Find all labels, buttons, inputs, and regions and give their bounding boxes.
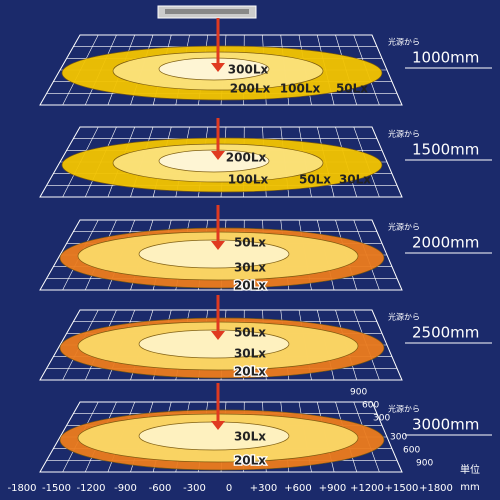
lux-label: 50Lx	[234, 236, 266, 250]
lux-label: 100Lx	[228, 173, 269, 187]
x-axis-label: -1500	[42, 483, 71, 494]
lux-label: 100Lx	[280, 82, 321, 96]
from-label: 光源から	[388, 222, 420, 232]
x-axis-label: -1200	[76, 483, 105, 494]
lux-label: 30Lx	[234, 430, 266, 444]
side-scale-label: 900	[416, 459, 433, 469]
illuminance-zone	[158, 57, 270, 81]
side-scale-label: 900	[350, 388, 367, 398]
x-axis-label: +1500	[385, 483, 419, 494]
distance-label: 1500mm	[412, 141, 479, 159]
lux-label: 30Lx	[234, 347, 266, 361]
unit: mm	[460, 482, 479, 493]
light-arrow-head	[211, 63, 225, 72]
side-scale-label: 300	[373, 414, 390, 424]
lux-label: 200Lx	[230, 82, 271, 96]
lux-label: 200Lx	[226, 151, 267, 165]
x-axis-label: +900	[319, 483, 346, 494]
distance-label: 3000mm	[412, 416, 479, 434]
light-arrow-head	[211, 421, 225, 430]
side-scale-label: 600	[403, 446, 420, 456]
x-axis-label: +1200	[350, 483, 384, 494]
light-arrow-head	[211, 331, 225, 340]
distance-label: 1000mm	[412, 49, 479, 67]
from-label: 光源から	[388, 312, 420, 322]
lux-label: 300Lx	[228, 63, 269, 77]
x-axis-label: +1800	[419, 483, 453, 494]
from-label: 光源から	[388, 129, 420, 139]
light-arrow-head	[211, 151, 225, 160]
lux-label: 30Lx	[234, 261, 266, 275]
illuminance-zone	[158, 149, 270, 173]
from-label: 光源から	[388, 37, 420, 47]
lux-label: 50Lx	[234, 326, 266, 340]
distance-label: 2500mm	[412, 324, 479, 342]
distance-label: 2000mm	[412, 234, 479, 252]
illuminance-zone	[138, 329, 290, 359]
lamp-inner	[165, 9, 249, 14]
lux-label: 30Lx	[339, 173, 371, 187]
lux-label: 20Lx	[234, 279, 266, 293]
side-scale-label: 600	[362, 401, 379, 411]
x-axis-label: -900	[114, 483, 137, 494]
lux-label: 50Lx	[299, 173, 331, 187]
light-arrow-head	[211, 241, 225, 250]
x-axis-label: +600	[284, 483, 311, 494]
x-axis-label: 0	[226, 483, 232, 494]
lux-label: 20Lx	[234, 454, 266, 468]
illuminance-zone	[138, 421, 290, 451]
x-axis-label: -600	[149, 483, 172, 494]
x-axis-label: +300	[250, 483, 277, 494]
unit-label: 単位	[460, 463, 480, 476]
lux-label: 20Lx	[234, 365, 266, 379]
x-axis-label: -1800	[7, 483, 36, 494]
illuminance-zone	[138, 239, 290, 269]
lux-label: 50Lx	[336, 82, 368, 96]
side-scale-label: 300	[390, 433, 407, 443]
x-axis-label: -300	[183, 483, 206, 494]
from-label: 光源から	[388, 404, 420, 414]
